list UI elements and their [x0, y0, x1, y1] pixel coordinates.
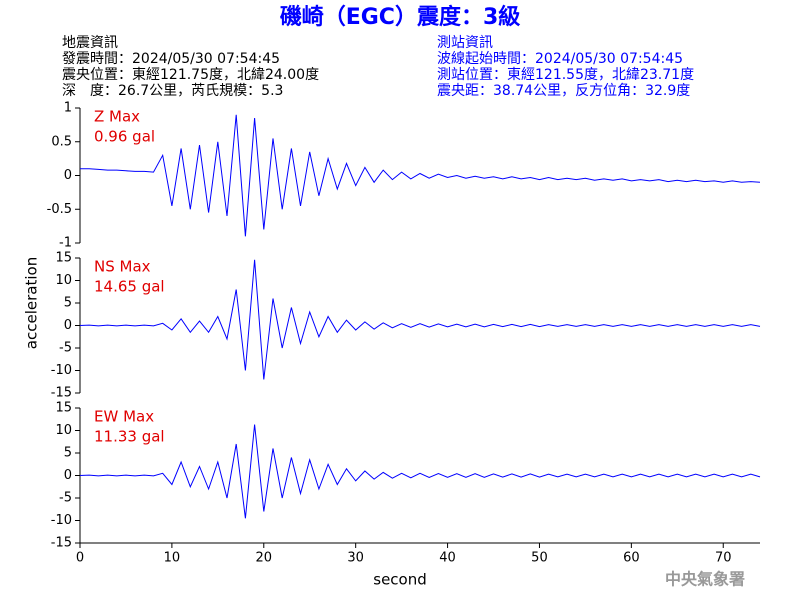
y-tick-label: -1 [59, 236, 72, 251]
y-tick-label: 15 [55, 251, 72, 266]
y-tick-label: 10 [55, 423, 72, 438]
info-right: 測站位置：東經121.55度，北緯23.71度 [437, 67, 694, 83]
x-tick-label: 70 [715, 551, 732, 566]
y-tick-label: -10 [51, 363, 72, 378]
max-label: 14.65 gal [94, 278, 165, 296]
x-tick-label: 0 [76, 551, 84, 566]
info-left: 發震時間：2024/05/30 07:54:45 [62, 51, 280, 67]
y-tick-label: -10 [51, 513, 72, 528]
y-tick-label: -5 [59, 341, 72, 356]
info-left: 震央位置：東經121.75度，北緯24.00度 [62, 67, 319, 83]
max-label: 0.96 gal [94, 128, 155, 146]
y-tick-label: 0.5 [51, 134, 72, 149]
y-tick-label: 1 [64, 101, 72, 116]
panel-label: NS Max [94, 258, 151, 276]
x-tick-label: 40 [439, 551, 456, 566]
info-right: 波線起始時間：2024/05/30 07:54:45 [437, 51, 683, 67]
y-tick-label: -0.5 [47, 202, 72, 217]
x-tick-label: 50 [531, 551, 548, 566]
info-left: 地震資訊 [62, 35, 118, 51]
waveform [79, 259, 761, 380]
max-label: 11.33 gal [94, 428, 165, 446]
x-tick-label: 30 [347, 551, 364, 566]
y-tick-label: 0 [64, 318, 72, 333]
panel-label: EW Max [94, 408, 154, 426]
info-right: 測站資訊 [437, 35, 493, 51]
y-tick-label: -15 [51, 386, 72, 401]
info-right: 震央距：38.74公里，反方位角：32.9度 [437, 83, 690, 99]
info-left: 深 度：26.7公里，芮氏規模：5.3 [62, 82, 283, 99]
waveform [79, 424, 761, 519]
x-tick-label: 20 [256, 551, 273, 566]
y-tick-label: 5 [64, 446, 72, 461]
y-tick-label: 0 [64, 468, 72, 483]
y-tick-label: 5 [64, 296, 72, 311]
y-tick-label: -15 [51, 536, 72, 551]
y-tick-label: 0 [64, 168, 72, 183]
y-tick-label: 15 [55, 401, 72, 416]
y-tick-label: 10 [55, 273, 72, 288]
x-tick-label: 10 [164, 551, 181, 566]
x-tick-label: 60 [623, 551, 640, 566]
waveform [80, 114, 761, 237]
title: 磯崎（EGC）震度：3級 [280, 4, 521, 30]
x-axis-label: second [373, 571, 427, 589]
y-tick-label: -5 [59, 491, 72, 506]
y-axis-label: acceleration [23, 257, 41, 349]
panel-label: Z Max [94, 108, 140, 126]
watermark: 中央氣象署 [665, 570, 745, 589]
